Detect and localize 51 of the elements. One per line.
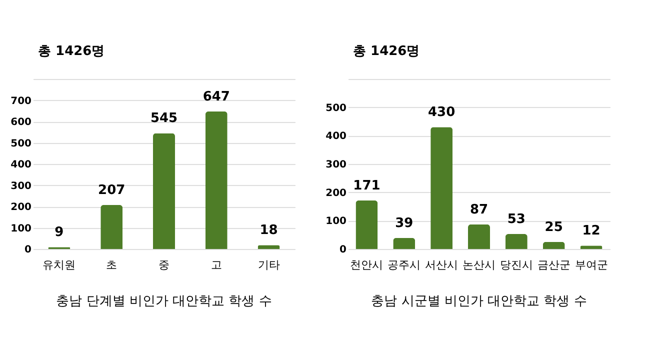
text: 충남 시군별 비인가 대안학교 학생 수 (371, 294, 587, 309)
y-tick-label: 100 (326, 216, 347, 228)
bar (505, 234, 528, 249)
x-tick-label: 중 (158, 258, 170, 272)
bar (205, 112, 228, 249)
x-tick-label: 공주시 (388, 258, 421, 272)
bar (468, 224, 490, 249)
x-tick-label: 서산시 (425, 258, 458, 272)
x-tick-label: 고 (210, 258, 222, 272)
y-tick-label: 300 (326, 160, 347, 170)
x-tick-label: 초 (106, 258, 118, 272)
data-label: 39 (395, 216, 414, 231)
bar (100, 205, 123, 249)
x-tick-label: 당진시 (500, 258, 533, 272)
y-tick-label: 200 (326, 188, 347, 199)
data-label: 545 (150, 111, 178, 126)
text: 총 1426명 (38, 44, 105, 59)
y-tick-label: 700 (10, 96, 32, 107)
bar (356, 200, 378, 249)
y-tick-label: 500 (10, 138, 32, 150)
x-tick-label: 금산군 (537, 258, 570, 272)
data-label: 430 (428, 105, 456, 120)
y-tick-label: 200 (10, 202, 32, 213)
y-tick-label: 600 (10, 117, 32, 128)
x-tick-label: 천안시 (350, 258, 384, 272)
x-tick-label: 기타 (258, 258, 280, 272)
data-label: 18 (260, 223, 278, 238)
bar (430, 127, 453, 249)
x-tick-label: 논산시 (462, 258, 496, 272)
data-label: 9 (54, 225, 64, 240)
y-tick-label: 0 (24, 244, 32, 256)
y-tick-label: 500 (326, 102, 347, 114)
bar (393, 238, 416, 249)
data-label: 171 (353, 178, 380, 194)
data-label: 25 (544, 220, 563, 235)
text: 총 1426명 (353, 44, 420, 59)
bar (542, 242, 565, 249)
data-label: 53 (507, 212, 526, 227)
data-label: 12 (582, 224, 600, 239)
x-tick-label: 부여군 (574, 258, 608, 272)
y-tick-label: 400 (326, 131, 347, 142)
y-tick-label: 0 (340, 244, 347, 256)
data-label: 87 (470, 202, 488, 218)
bar (153, 133, 175, 249)
y-tick-label: 400 (10, 160, 32, 170)
y-tick-label: 300 (10, 180, 32, 192)
data-label: 207 (98, 183, 126, 198)
y-tick-label: 100 (10, 223, 32, 234)
data-label: 647 (202, 90, 230, 105)
x-tick-label: 유치원 (42, 258, 76, 272)
text: 충남 단계별 비인가 대안학교 학생 수 (56, 294, 272, 309)
